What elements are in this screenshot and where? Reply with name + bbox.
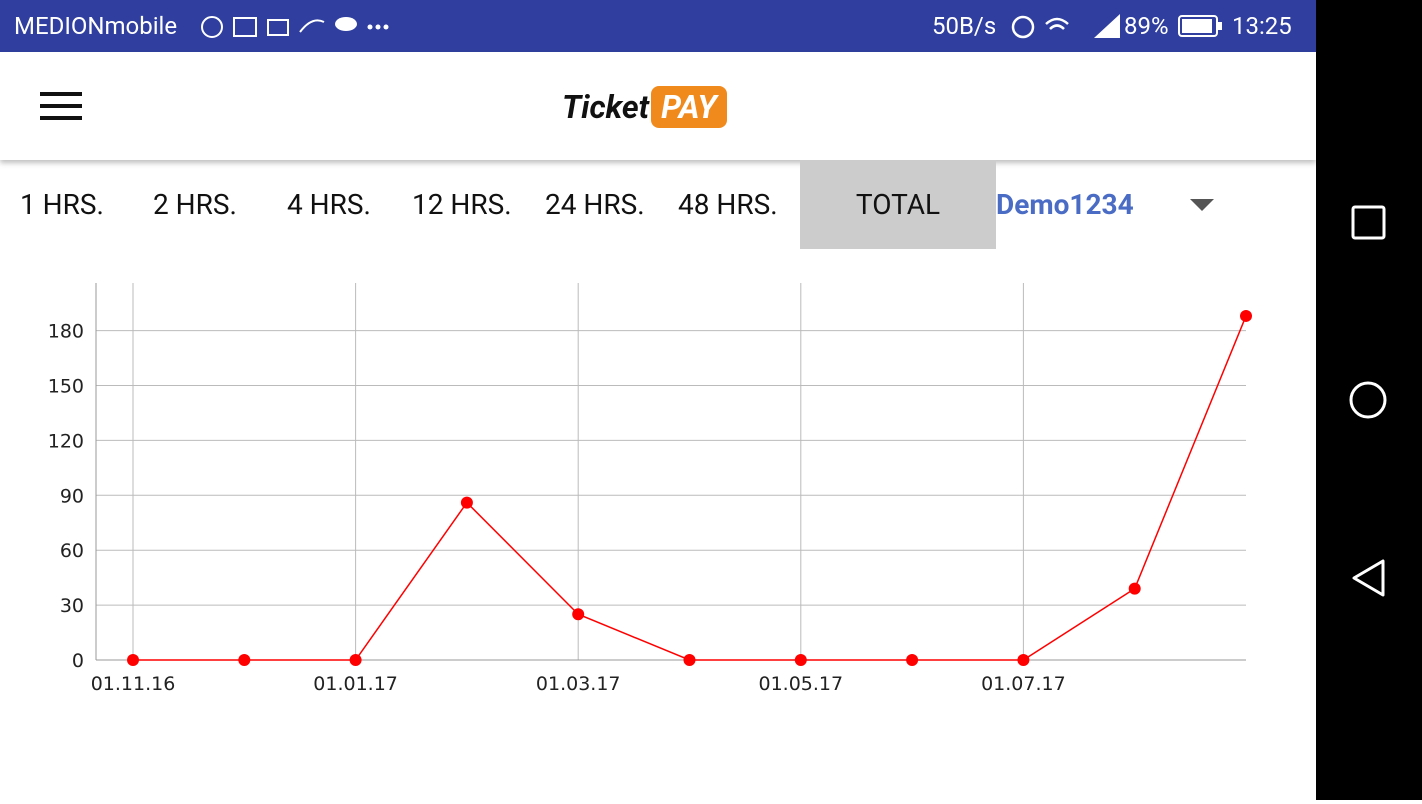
tab-selected[interactable]: TOTAL <box>800 160 996 249</box>
status-icons <box>201 16 389 38</box>
home-button[interactable] <box>1349 381 1387 419</box>
tab[interactable]: 2 HRS. <box>153 188 237 221</box>
y-tick-label: 120 <box>48 430 84 452</box>
logo-badge: PAY <box>651 86 727 128</box>
x-tick-label: 01.11.16 <box>91 673 176 695</box>
point <box>1128 582 1141 595</box>
tab[interactable]: 1 HRS. <box>20 188 104 221</box>
point <box>794 654 807 666</box>
dropdown-arrow[interactable] <box>1190 199 1214 213</box>
menu-button[interactable] <box>40 90 84 122</box>
network-speed: 50B/s <box>932 12 997 40</box>
x-tick-label: 01.03.17 <box>536 673 621 695</box>
app-bar: Ticket PAY <box>0 52 1316 160</box>
point <box>683 654 696 666</box>
point <box>238 654 251 666</box>
y-tick-label: 60 <box>60 540 84 562</box>
account-dropdown[interactable]: Demo1234 <box>996 188 1134 221</box>
tab[interactable]: 4 HRS. <box>287 188 371 221</box>
point <box>1017 654 1030 666</box>
tab[interactable]: 48 HRS. <box>678 188 778 221</box>
logo-text: Ticket <box>562 88 650 126</box>
y-tick-label: 0 <box>72 650 84 672</box>
logo: Ticket PAY <box>562 82 727 132</box>
y-tick-label: 180 <box>48 321 84 343</box>
navigation-bar <box>1316 0 1422 800</box>
point <box>572 608 585 621</box>
point <box>1240 309 1252 322</box>
nav-buttons <box>1349 205 1387 597</box>
x-tick-label: 01.05.17 <box>758 673 843 695</box>
recents-button[interactable] <box>1351 205 1386 240</box>
x-tick-label: 01.01.17 <box>313 673 398 695</box>
point <box>127 654 139 666</box>
carrier: MEDIONmobile <box>14 12 178 40</box>
x-tick-label: 01.07.17 <box>981 673 1066 695</box>
back-button[interactable] <box>1352 559 1385 597</box>
y-tick-label: 30 <box>60 595 84 617</box>
point <box>906 654 919 666</box>
battery-icon <box>1178 15 1222 37</box>
chart: 0 30 60 90 120 150 180 01.11.16 01.01.17 01.03.17… <box>48 283 1252 695</box>
clock: 13:25 <box>1232 12 1292 40</box>
battery-level: 89% <box>1124 12 1169 40</box>
line <box>133 315 1247 661</box>
y-tick-label: 150 <box>48 375 84 397</box>
point <box>349 654 362 666</box>
tab[interactable]: 12 HRS. <box>412 188 512 221</box>
tab[interactable]: 24 HRS. <box>545 188 645 221</box>
y-tick-label: 90 <box>60 485 84 507</box>
status-icons <box>1011 14 1120 39</box>
point <box>460 496 473 509</box>
status-bar: MEDIONmobile 50B/s 89% 13:25 <box>0 0 1316 52</box>
